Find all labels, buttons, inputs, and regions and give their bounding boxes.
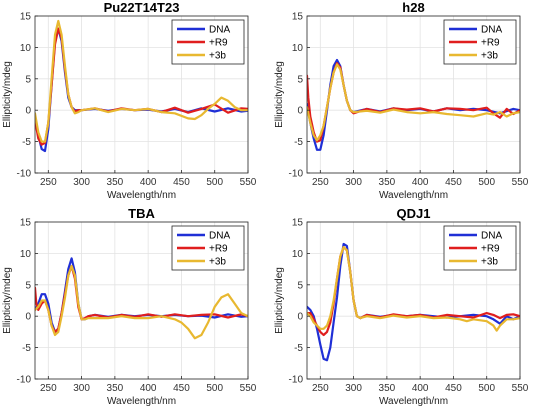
series-group <box>35 257 248 340</box>
legend: DNA +R9 +3b <box>171 225 245 271</box>
y-tick-label: 5 <box>297 280 303 291</box>
x-tick-label: 550 <box>240 177 257 188</box>
y-tick-label: 0 <box>25 106 31 117</box>
y-tick-label: 10 <box>292 249 304 260</box>
x-axis-label: Wavelength/nm <box>379 396 448 407</box>
x-tick-label: 450 <box>173 177 190 188</box>
x-tick-label: 450 <box>173 383 190 394</box>
legend-label: +R9 <box>481 38 500 49</box>
x-tick-label: 500 <box>206 177 223 188</box>
y-tick-label: 15 <box>292 12 304 23</box>
y-tick-label: -10 <box>17 375 32 386</box>
chart-panel-2: 250 300 350 400 450 500 550 -10 -5 0 5 10 15 TBA Wavel… <box>2 206 257 407</box>
x-axis-label: Wavelength/nm <box>379 190 448 201</box>
y-tick-label: 10 <box>20 43 32 54</box>
x-tick-label: 300 <box>345 177 362 188</box>
x-tick-label: 350 <box>379 383 396 394</box>
chart-panel-1: 250 300 350 400 450 500 550 -10 -5 0 5 10 15 h28 Wavel… <box>274 0 529 201</box>
plot-frame <box>34 221 249 380</box>
y-axis-label: Ellipticity/mdeg <box>2 61 13 128</box>
plot-frame <box>306 15 521 174</box>
x-axis-label: Wavelength/nm <box>107 190 176 201</box>
y-tick-label: 15 <box>20 218 32 229</box>
chart-panel-0: 250 300 350 400 450 500 550 -10 -5 0 5 10 15 Pu22T14T… <box>2 0 257 201</box>
series-group <box>307 58 520 151</box>
x-axis-label: Wavelength/nm <box>107 396 176 407</box>
legend: DNA +R9 +3b <box>171 19 245 65</box>
legend: DNA +R9 +3b <box>443 225 517 271</box>
series-line-plus-3b <box>35 19 248 143</box>
legend-label: +3b <box>209 51 226 62</box>
x-tick-label: 250 <box>312 383 329 394</box>
legend-label: DNA <box>209 231 230 242</box>
y-axis-label: Ellipticity/mdeg <box>2 267 13 334</box>
series-group <box>35 19 248 153</box>
y-tick-label: -10 <box>289 375 304 386</box>
x-tick-label: 350 <box>107 383 124 394</box>
x-tick-label: 250 <box>312 177 329 188</box>
x-tick-label: 350 <box>379 177 396 188</box>
chart-title: Pu22T14T23 <box>104 0 180 15</box>
legend-label: DNA <box>209 25 230 36</box>
x-tick-label: 300 <box>73 177 90 188</box>
y-tick-label: 0 <box>25 312 31 323</box>
series-line-plus-3b <box>307 63 520 142</box>
y-tick-label: -5 <box>22 343 31 354</box>
y-tick-label: 0 <box>297 106 303 117</box>
x-tick-label: 400 <box>140 383 157 394</box>
chart-title: TBA <box>128 206 155 221</box>
x-tick-label: 500 <box>478 383 495 394</box>
chart-panel-3: 250 300 350 400 450 500 550 -10 -5 0 5 10 15 QDJ1 Wave… <box>274 206 529 407</box>
x-tick-label: 350 <box>107 177 124 188</box>
x-tick-label: 550 <box>512 177 529 188</box>
x-tick-label: 400 <box>140 177 157 188</box>
y-tick-label: -10 <box>17 169 32 180</box>
chart-title: h28 <box>402 0 424 15</box>
x-tick-label: 300 <box>73 383 90 394</box>
y-tick-label: 10 <box>20 249 32 260</box>
legend-label: DNA <box>481 25 502 36</box>
series-line-plus-3b <box>35 264 248 340</box>
y-tick-label: -5 <box>294 343 303 354</box>
y-tick-label: 5 <box>25 280 31 291</box>
y-tick-label: 5 <box>25 74 31 85</box>
x-tick-label: 400 <box>412 177 429 188</box>
y-axis-label: Ellipticity/mdeg <box>274 61 285 128</box>
y-tick-label: 0 <box>297 312 303 323</box>
legend-label: +R9 <box>209 244 228 255</box>
y-tick-label: -10 <box>289 169 304 180</box>
x-tick-label: 250 <box>40 383 57 394</box>
legend-label: +R9 <box>481 244 500 255</box>
chart-title: QDJ1 <box>397 206 431 221</box>
series-line-plus-3b <box>307 246 520 332</box>
series-group <box>307 242 520 362</box>
y-axis-label: Ellipticity/mdeg <box>274 267 285 334</box>
legend: DNA +R9 +3b <box>443 19 517 65</box>
y-tick-label: -5 <box>294 137 303 148</box>
x-tick-label: 550 <box>512 383 529 394</box>
y-tick-label: 15 <box>20 12 32 23</box>
y-tick-label: 10 <box>292 43 304 54</box>
x-tick-label: 500 <box>478 177 495 188</box>
x-tick-label: 250 <box>40 177 57 188</box>
legend-label: +R9 <box>209 38 228 49</box>
legend-label: +3b <box>481 51 498 62</box>
y-tick-label: 15 <box>292 218 304 229</box>
x-tick-label: 450 <box>445 177 462 188</box>
x-tick-label: 500 <box>206 383 223 394</box>
x-tick-label: 550 <box>240 383 257 394</box>
y-tick-label: 5 <box>297 74 303 85</box>
legend-label: +3b <box>481 257 498 268</box>
legend-label: DNA <box>481 231 502 242</box>
plot-frame <box>306 221 521 380</box>
legend-label: +3b <box>209 257 226 268</box>
y-tick-label: -5 <box>22 137 31 148</box>
series-line-dna <box>307 58 520 151</box>
series-line-plus-r9 <box>307 62 520 143</box>
x-tick-label: 450 <box>445 383 462 394</box>
x-tick-label: 300 <box>345 383 362 394</box>
plot-frame <box>34 15 249 174</box>
x-tick-label: 400 <box>412 383 429 394</box>
